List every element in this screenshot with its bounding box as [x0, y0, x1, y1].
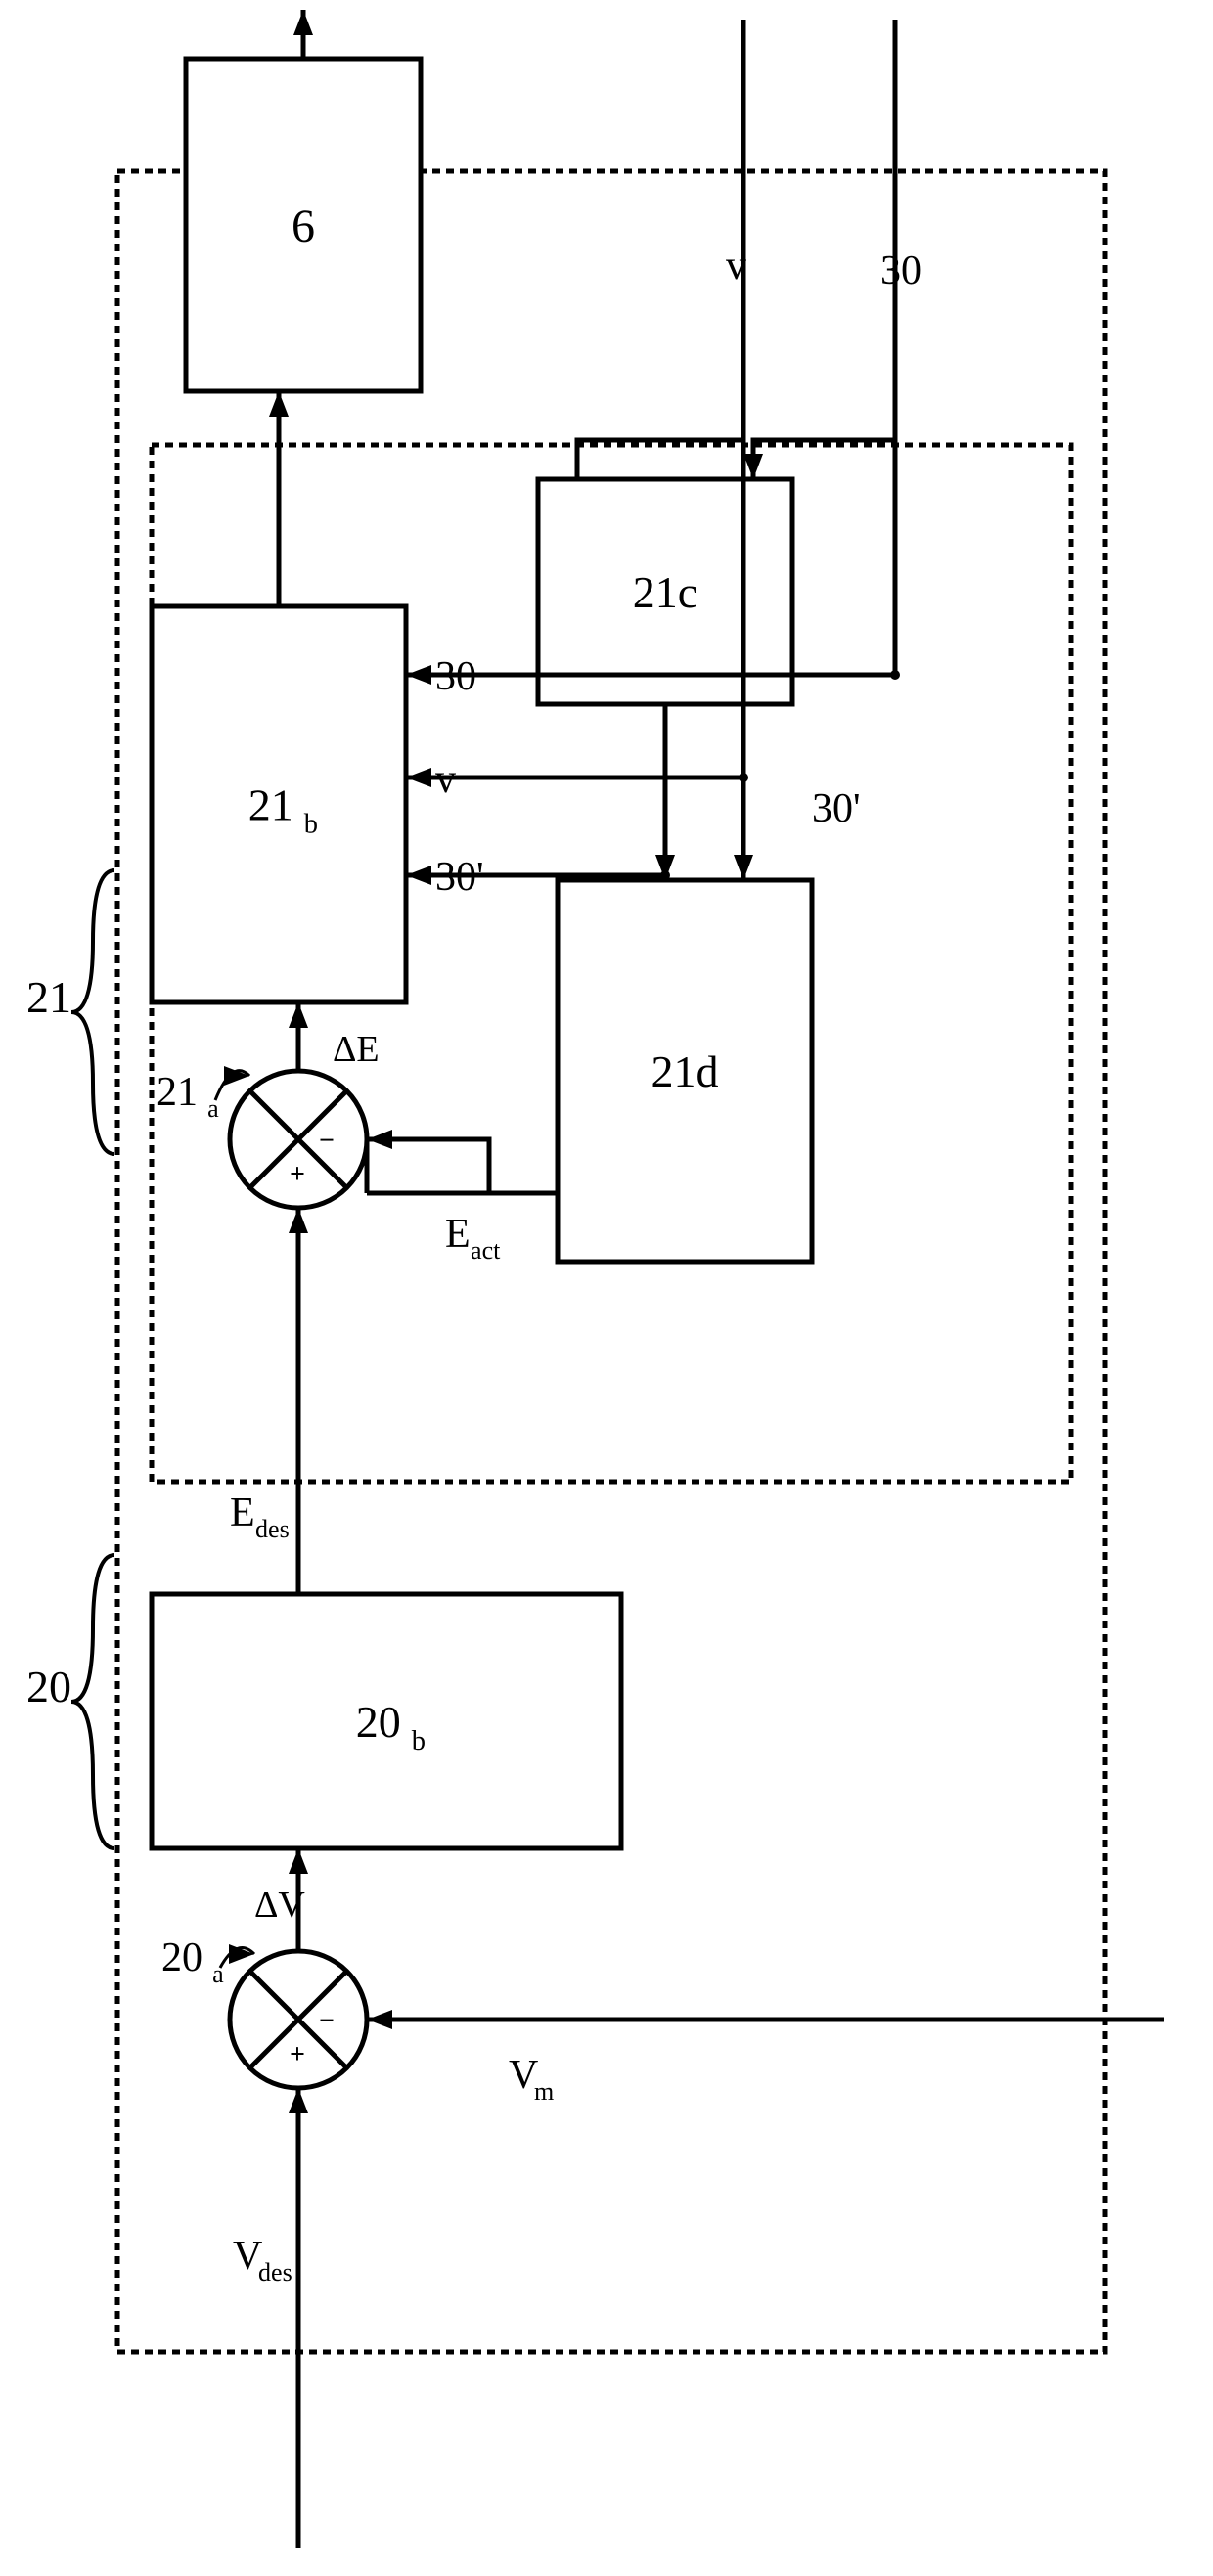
svg-text:+: + — [290, 1160, 305, 1190]
svg-text:b: b — [304, 809, 318, 839]
svg-text:20: 20 — [161, 1935, 202, 1980]
svg-text:E: E — [230, 1490, 255, 1535]
svg-text:act: act — [471, 1236, 501, 1265]
svg-text:ΔV: ΔV — [254, 1885, 305, 1926]
svg-text:21: 21 — [26, 972, 71, 1022]
svg-text:21: 21 — [248, 780, 293, 830]
svg-text:+: + — [290, 2040, 305, 2070]
svg-text:des: des — [258, 2258, 292, 2287]
svg-text:b: b — [412, 1726, 426, 1756]
svg-text:30': 30' — [812, 786, 861, 831]
svg-text:v: v — [726, 244, 746, 289]
svg-text:v: v — [435, 757, 456, 802]
svg-text:21: 21 — [157, 1070, 198, 1115]
svg-text:−: − — [319, 2006, 335, 2036]
svg-text:30: 30 — [435, 654, 476, 699]
svg-text:6: 6 — [292, 200, 315, 252]
svg-text:21c: 21c — [633, 567, 697, 617]
svg-text:des: des — [255, 1515, 290, 1543]
svg-text:20: 20 — [356, 1697, 401, 1747]
svg-text:20: 20 — [26, 1662, 71, 1711]
svg-text:−: − — [319, 1126, 335, 1156]
svg-text:m: m — [534, 2077, 554, 2106]
svg-text:21d: 21d — [651, 1046, 719, 1096]
control-block-diagram: 2021621b21c21d20b+−21a+−20aVdesVmΔVEdesE… — [0, 0, 1213, 2576]
svg-text:30': 30' — [435, 855, 484, 900]
svg-text:ΔE: ΔE — [333, 1029, 380, 1070]
svg-text:30: 30 — [880, 248, 921, 293]
svg-text:E: E — [445, 1212, 471, 1257]
